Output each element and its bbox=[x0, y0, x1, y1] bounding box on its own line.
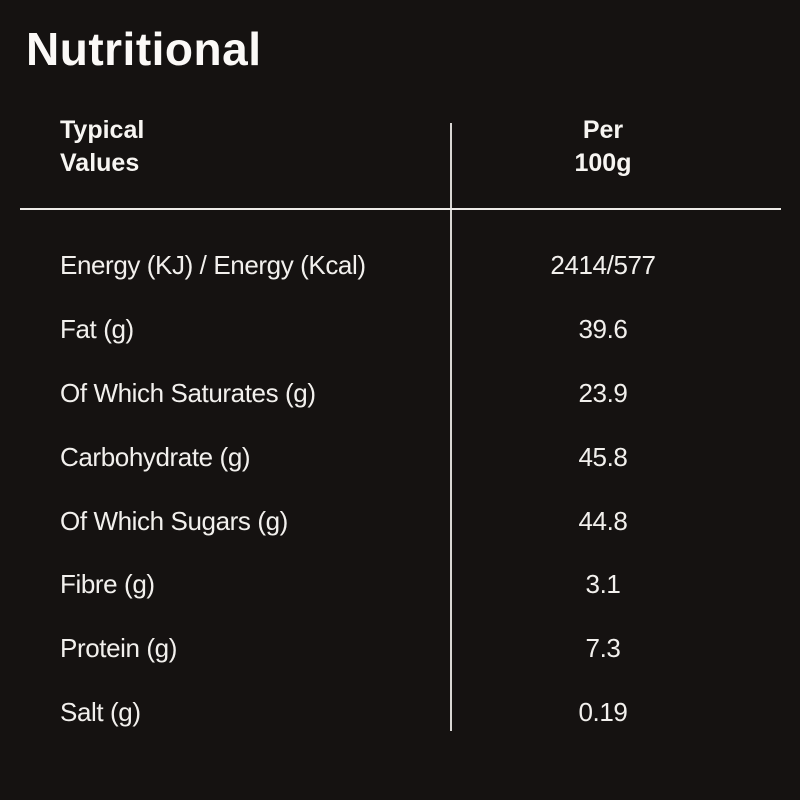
table-row: Of Which Sugars (g) 44.8 bbox=[0, 489, 800, 553]
page-title: Nutritional bbox=[26, 23, 262, 75]
table-body: Energy (KJ) / Energy (Kcal) 2414/577 Fat… bbox=[0, 234, 800, 744]
row-value: 23.9 bbox=[578, 377, 628, 408]
table-row: Fibre (g) 3.1 bbox=[0, 553, 800, 617]
row-label: Salt (g) bbox=[60, 696, 141, 727]
row-label: Fat (g) bbox=[60, 314, 134, 345]
table-row: Of Which Saturates (g) 23.9 bbox=[0, 362, 800, 426]
row-label: Of Which Saturates (g) bbox=[60, 377, 316, 408]
header-rule-line bbox=[20, 208, 781, 210]
row-value: 7.3 bbox=[585, 633, 621, 664]
row-value: 39.6 bbox=[578, 314, 628, 345]
row-label: Carbohydrate (g) bbox=[60, 441, 251, 472]
table-row: Salt (g) 0.19 bbox=[0, 681, 800, 745]
column-divider-line bbox=[450, 123, 452, 731]
row-label: Fibre (g) bbox=[60, 569, 155, 600]
row-value: 44.8 bbox=[578, 505, 628, 536]
table-row: Energy (KJ) / Energy (Kcal) 2414/577 bbox=[0, 234, 800, 298]
row-value: 2414/577 bbox=[550, 250, 656, 281]
table-row: Fat (g) 39.6 bbox=[0, 298, 800, 362]
row-label: Energy (KJ) / Energy (Kcal) bbox=[60, 250, 366, 281]
row-value: 3.1 bbox=[585, 569, 621, 600]
table-row: Protein (g) 7.3 bbox=[0, 617, 800, 681]
header-typical-values: Typical Values bbox=[60, 116, 145, 177]
row-label: Protein (g) bbox=[60, 633, 177, 664]
row-value: 0.19 bbox=[578, 696, 628, 727]
row-label: Of Which Sugars (g) bbox=[60, 505, 288, 536]
row-value: 45.8 bbox=[578, 441, 628, 472]
table-row: Carbohydrate (g) 45.8 bbox=[0, 425, 800, 489]
header-per-100g: Per 100g bbox=[574, 116, 632, 177]
